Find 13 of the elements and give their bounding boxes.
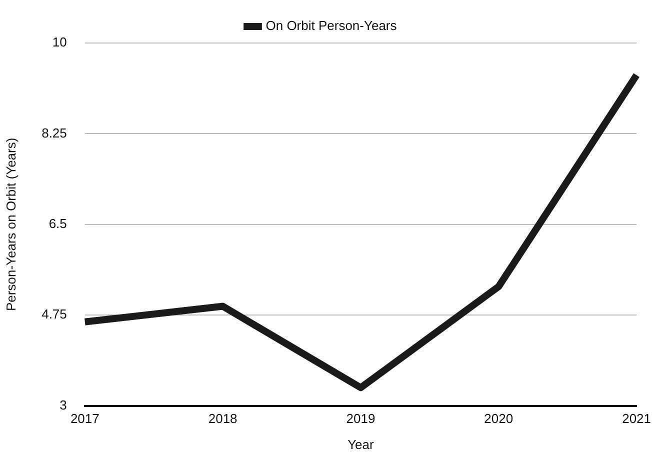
y-tick-label: 8.25 bbox=[42, 125, 67, 140]
y-tick-label: 4.75 bbox=[42, 306, 67, 322]
x-tick-label: 2021 bbox=[622, 411, 651, 426]
x-tick-label: 2018 bbox=[208, 411, 238, 426]
x-tick-label: 2019 bbox=[346, 411, 376, 426]
x-tick-label: 2017 bbox=[70, 411, 100, 426]
y-tick-label: 10 bbox=[52, 34, 67, 50]
y-axis-title: Person-Years on Orbit (Years) bbox=[3, 138, 18, 311]
legend-label: On Orbit Person-Years bbox=[266, 18, 398, 34]
y-tick-label: 6.5 bbox=[48, 216, 67, 231]
y-tick-label: 3 bbox=[60, 397, 67, 412]
x-tick-label: 2020 bbox=[484, 411, 514, 426]
x-axis-title: Year bbox=[348, 436, 375, 452]
